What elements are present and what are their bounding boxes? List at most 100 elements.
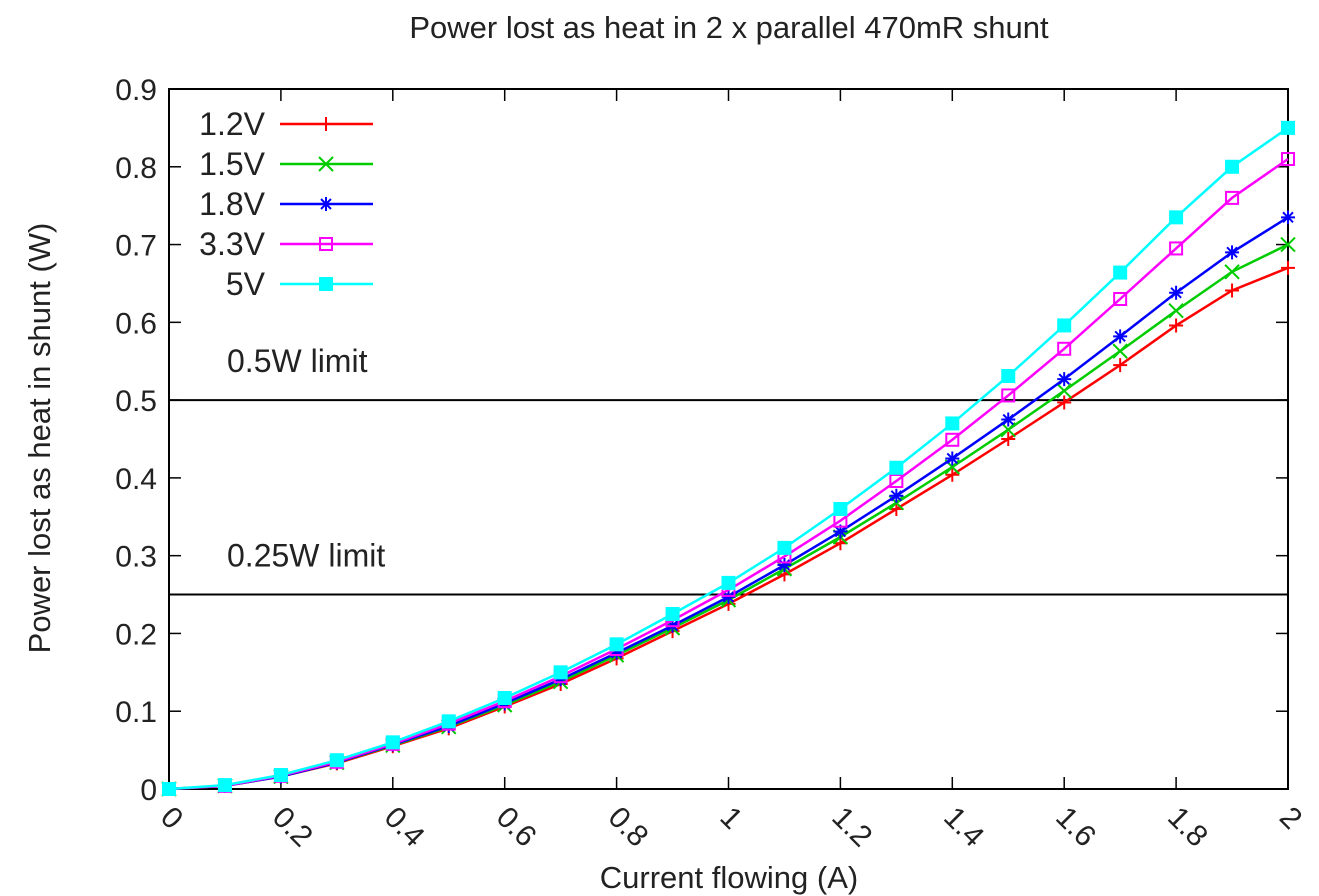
data-point-3-16: [1057, 341, 1072, 356]
y-tick-label-8: 0.8: [115, 152, 157, 185]
data-point-4-20: [1281, 120, 1295, 135]
legend-label-2: 1.8V: [199, 186, 265, 222]
data-point-4-3: [329, 753, 344, 768]
data-point-4-17: [1113, 265, 1128, 280]
data-point-4-15: [1001, 369, 1016, 383]
series-4: [162, 120, 1295, 796]
data-point-1-17: [1112, 343, 1128, 359]
series-1: [161, 236, 1296, 797]
y-tick-label-6: 0.6: [115, 307, 157, 340]
data-point-3-14: [945, 432, 960, 447]
data-point-4-16: [1057, 318, 1072, 333]
data-point-4-14: [945, 416, 960, 431]
data-point-3-18: [1169, 241, 1184, 256]
data-point-3-19: [1225, 190, 1240, 205]
data-point-4-12: [833, 502, 848, 516]
data-point-4-11: [777, 540, 792, 555]
data-point-1-16: [1056, 383, 1072, 399]
data-point-4-13: [889, 460, 904, 475]
data-point-2-10: [721, 589, 736, 604]
legend-marker-1: [318, 156, 334, 172]
data-point-0-16: [1057, 395, 1072, 410]
data-point-3-13: [889, 474, 904, 488]
series-line-4: [168, 126, 1289, 791]
data-point-1-18: [1168, 302, 1184, 319]
data-point-2-16: [1057, 372, 1072, 387]
x-tick-label-9: 1.8: [1161, 801, 1214, 854]
series-line-2: [168, 216, 1289, 791]
series-line-3: [168, 157, 1289, 791]
data-point-0-14: [945, 467, 960, 482]
legend-label-1: 1.5V: [199, 146, 265, 182]
legend-label-0: 1.2V: [199, 106, 265, 142]
data-point-2-15: [1001, 412, 1016, 427]
data-point-3-20: [1281, 152, 1295, 166]
y-tick-label-3: 0.3: [115, 541, 157, 574]
x-tick-label-1: 0.2: [266, 801, 319, 854]
legend: 1.2V 1.5V 1.8V 3.3V 5V: [199, 106, 373, 302]
data-point-2-19: [1225, 245, 1240, 260]
data-point-2-13: [889, 488, 904, 503]
legend-marker-2: [319, 197, 333, 211]
data-point-2-11: [777, 558, 792, 572]
data-point-1-19: [1224, 264, 1240, 280]
legend-entry-0: 1.2V: [199, 106, 373, 142]
y-tick-label-4: 0.4: [115, 463, 157, 496]
x-tick-label-8: 1.6: [1049, 801, 1102, 854]
data-point-2-20: [1281, 210, 1295, 225]
y-tick-label-0: 0: [140, 774, 157, 807]
x-tick-label-6: 1.2: [825, 801, 878, 854]
data-point-2-12: [833, 524, 848, 539]
data-point-4-4: [385, 735, 400, 750]
reference-line-label-0: 0.5W limit: [227, 343, 368, 379]
legend-entry-3: 3.3V: [199, 226, 373, 262]
data-point-4-0: [162, 782, 176, 796]
series-2: [162, 210, 1295, 796]
x-axis-label: Current flowing (A): [600, 860, 858, 895]
data-point-1-15: [1000, 421, 1016, 438]
data-point-0-15: [1001, 432, 1016, 446]
legend-label-4: 5V: [226, 266, 266, 302]
plot-frame: [168, 88, 1289, 790]
x-tick-label-10: 2: [1273, 801, 1308, 836]
legend-marker-4: [319, 277, 333, 291]
legend-entry-1: 1.5V: [199, 146, 373, 182]
x-tick-label-3: 0.6: [490, 801, 543, 854]
legend-entry-2: 1.8V: [199, 186, 373, 222]
data-point-4-1: [217, 778, 232, 793]
chart-title: Power lost as heat in 2 x parallel 470mR…: [409, 10, 1049, 45]
data-point-4-9: [665, 607, 680, 621]
x-tick-label-5: 1: [714, 801, 749, 836]
y-tick-label-9: 0.9: [115, 74, 157, 107]
data-point-4-2: [273, 768, 288, 782]
data-point-0-18: [1169, 318, 1184, 333]
legend-label-3: 3.3V: [199, 226, 265, 262]
data-point-4-10: [721, 575, 736, 590]
data-point-2-8: [609, 645, 624, 660]
y-tick-label-7: 0.7: [115, 230, 157, 263]
data-point-4-8: [609, 637, 624, 652]
data-point-4-18: [1169, 210, 1184, 225]
legend-marker-3: [319, 237, 333, 251]
data-point-0-19: [1225, 283, 1240, 298]
y-tick-label-5: 0.5: [115, 385, 157, 418]
plot-area: 0 0.1 0.2 0.3 0.4 0.5 0.6 0.7 0.8 0.9 0 0.2 0.4 0.6 0.…: [115, 74, 1308, 853]
data-point-4-5: [441, 714, 456, 729]
data-point-0-17: [1113, 358, 1128, 373]
data-point-4-19: [1225, 159, 1240, 174]
data-point-4-7: [553, 665, 568, 680]
data-point-2-14: [945, 451, 960, 466]
data-point-2-17: [1113, 329, 1128, 344]
y-tick-label-2: 0.2: [115, 618, 157, 651]
data-point-3-17: [1113, 292, 1128, 306]
legend-entry-4: 5V: [226, 266, 373, 302]
y-tick-label-1: 0.1: [115, 696, 157, 729]
x-tick-label-7: 1.4: [937, 801, 990, 854]
series-line-1: [168, 243, 1289, 791]
data-point-0-20: [1281, 260, 1295, 275]
x-tick-label-4: 0.8: [602, 801, 655, 854]
legend-marker-0: [319, 117, 333, 131]
x-tick-label-2: 0.4: [378, 801, 431, 854]
data-point-1-20: [1280, 236, 1296, 253]
